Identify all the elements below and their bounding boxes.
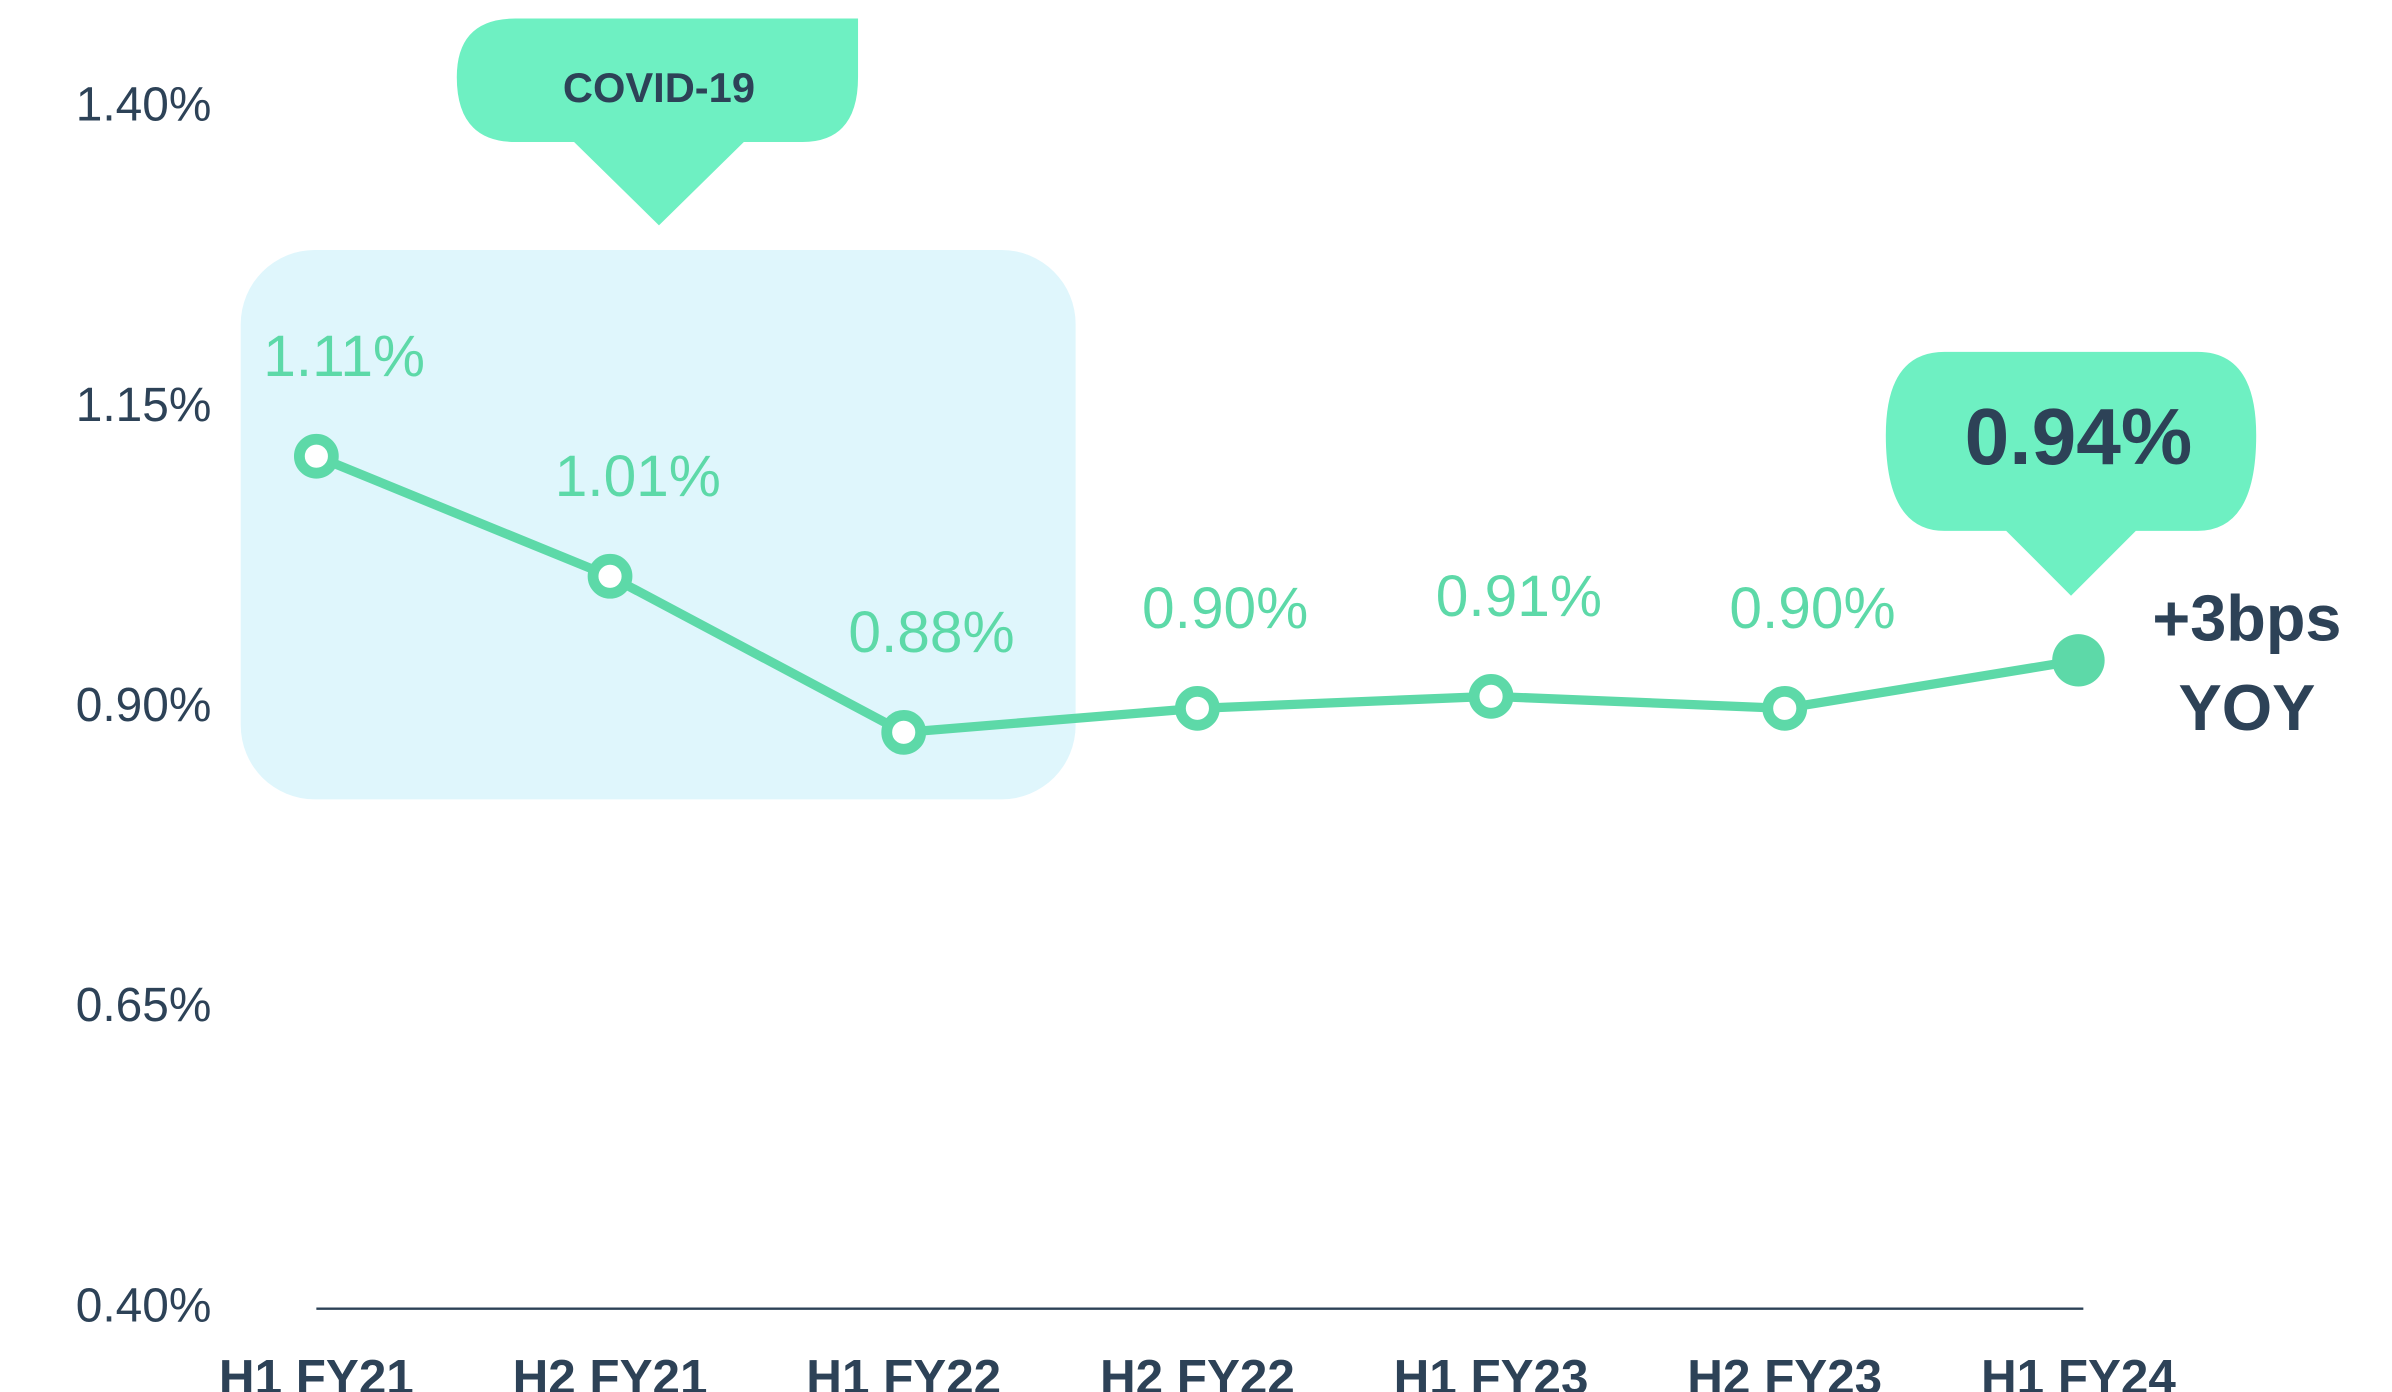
y-tick-label: 1.40%: [76, 79, 212, 132]
point: [1175, 685, 1220, 731]
value-label: 0.88%: [848, 600, 1014, 665]
value-label: 0.91%: [1436, 564, 1602, 629]
covid-label: COVID-19: [563, 64, 755, 111]
point: [881, 709, 927, 755]
change-label: YOY: [2179, 671, 2316, 744]
latest-callout: [1885, 351, 2257, 596]
point: [293, 433, 339, 479]
covid-highlight: [240, 250, 1076, 800]
value-label: 0.90%: [1142, 576, 1308, 641]
x-tick-label: H1 FY21: [219, 1350, 414, 1392]
y-tick-label: 0.40%: [76, 1279, 212, 1332]
value-label: 1.11%: [263, 324, 425, 389]
y-tick-label: 0.90%: [76, 679, 212, 732]
point: [2052, 634, 2105, 687]
value-label: 0.94%: [1965, 392, 2193, 482]
point: [1468, 673, 1514, 719]
x-tick-label: H1 FY23: [1394, 1350, 1589, 1392]
x-tick-label: H1 FY24: [1981, 1350, 2176, 1392]
x-tick-label: H2 FY22: [1100, 1350, 1295, 1392]
x-tick-label: H1 FY22: [806, 1350, 1001, 1392]
value-label: 1.01%: [555, 444, 721, 509]
y-tick-label: 1.15%: [76, 379, 212, 432]
point: [1762, 685, 1808, 731]
x-tick-label: H2 FY21: [513, 1350, 708, 1392]
y-tick-label: 0.65%: [76, 979, 212, 1032]
change-label: +3bps: [2152, 582, 2341, 655]
value-label: 0.90%: [1729, 576, 1895, 641]
x-tick-label: H2 FY23: [1687, 1350, 1882, 1392]
covid-callout: [456, 18, 859, 226]
point: [587, 553, 633, 599]
